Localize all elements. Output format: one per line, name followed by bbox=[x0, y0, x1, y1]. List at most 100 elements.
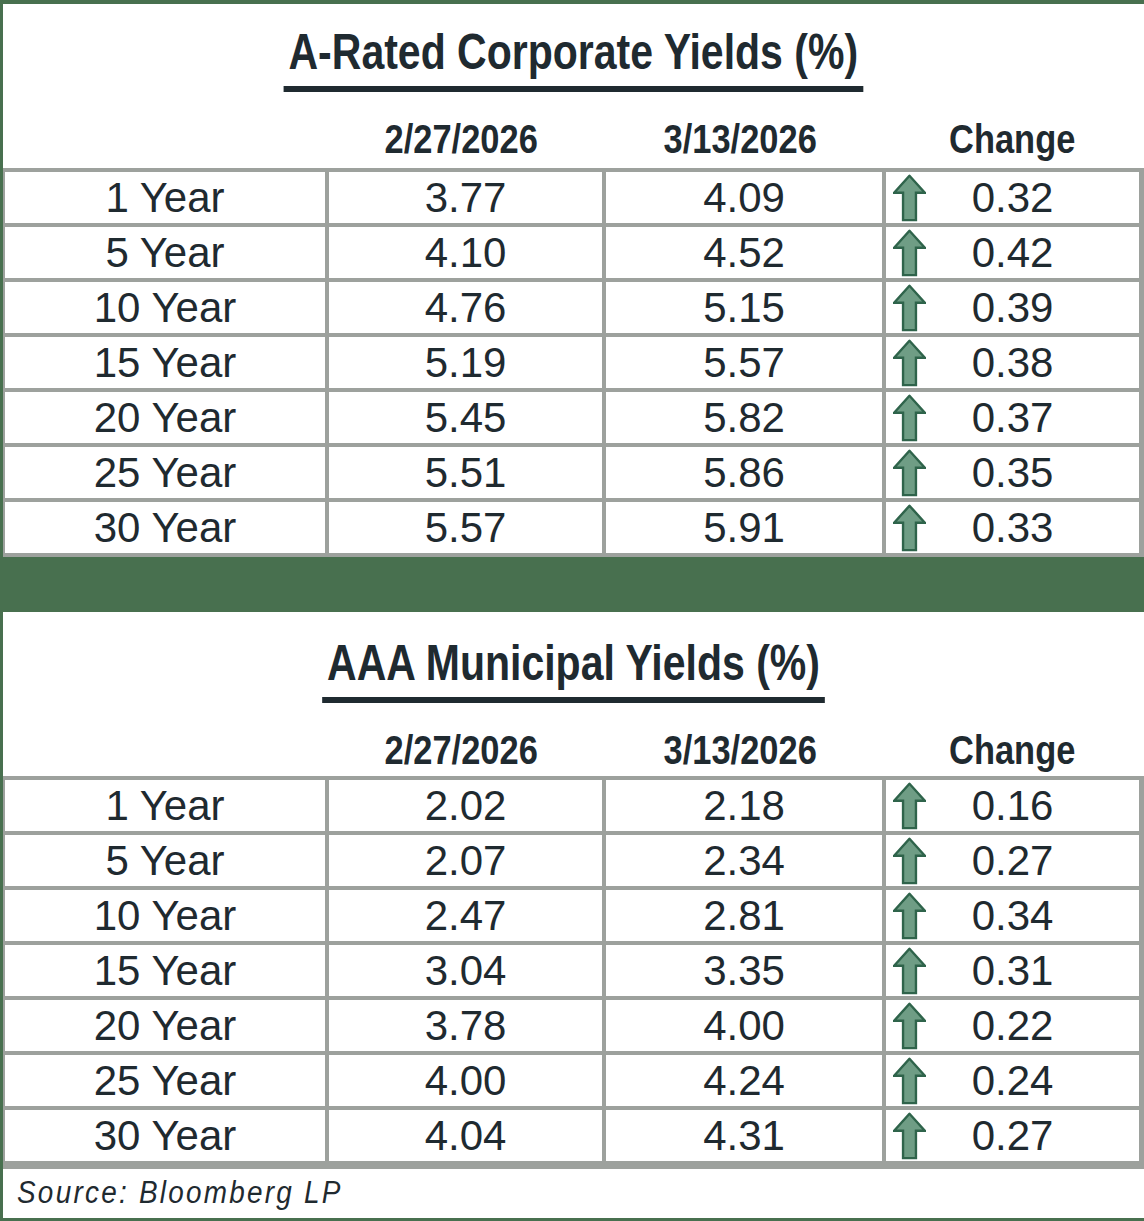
end-date-yield-value: 5.91 bbox=[602, 502, 882, 553]
end-date-yield-value: 5.15 bbox=[602, 282, 882, 333]
change-value: 0.31 bbox=[972, 947, 1054, 995]
table-title-block: AAA Municipal Yields (%) bbox=[3, 612, 1144, 724]
change-cell: 0.16 bbox=[882, 780, 1139, 831]
table-row: 30 Year 4.04 4.31 0.27 bbox=[5, 1110, 1139, 1165]
start-date-yield-value: 5.51 bbox=[325, 447, 602, 498]
end-date-yield-value: 3.35 bbox=[602, 945, 882, 996]
change-column-header: Change bbox=[880, 116, 1144, 163]
up-arrow-icon bbox=[893, 892, 926, 939]
change-cell: 0.32 bbox=[882, 172, 1139, 223]
column-header-row: 2/27/2026 3/13/2026 Change bbox=[3, 110, 1144, 168]
maturity-label: 5 Year bbox=[5, 835, 325, 886]
end-date-column-header: 3/13/2026 bbox=[600, 116, 880, 163]
maturity-label: 10 Year bbox=[5, 282, 325, 333]
start-date-column-header: 2/27/2026 bbox=[323, 727, 600, 774]
start-date-yield-value: 2.07 bbox=[325, 835, 602, 886]
start-date-column-header: 2/27/2026 bbox=[323, 116, 600, 163]
change-cell: 0.38 bbox=[882, 337, 1139, 388]
maturity-label: 30 Year bbox=[5, 1110, 325, 1161]
up-arrow-icon bbox=[893, 174, 926, 221]
maturity-label: 15 Year bbox=[5, 945, 325, 996]
table-row: 5 Year 2.07 2.34 0.27 bbox=[5, 835, 1139, 890]
end-date-yield-value: 2.81 bbox=[602, 890, 882, 941]
table-title: AAA Municipal Yields (%) bbox=[322, 634, 825, 703]
change-value: 0.24 bbox=[972, 1057, 1054, 1105]
maturity-label: 10 Year bbox=[5, 890, 325, 941]
start-date-yield-value: 4.10 bbox=[325, 227, 602, 278]
table-row: 1 Year 2.02 2.18 0.16 bbox=[5, 780, 1139, 835]
source-note: Source: Bloomberg LP bbox=[17, 1175, 343, 1211]
up-arrow-icon bbox=[893, 394, 926, 441]
table-row: 15 Year 5.19 5.57 0.38 bbox=[5, 337, 1139, 392]
separator-bar bbox=[0, 557, 1144, 612]
change-value: 0.32 bbox=[972, 174, 1054, 222]
maturity-label: 1 Year bbox=[5, 172, 325, 223]
table-row: 5 Year 4.10 4.52 0.42 bbox=[5, 227, 1139, 282]
start-date-yield-value: 4.00 bbox=[325, 1055, 602, 1106]
end-date-yield-value: 2.34 bbox=[602, 835, 882, 886]
change-cell: 0.42 bbox=[882, 227, 1139, 278]
end-date-yield-value: 5.57 bbox=[602, 337, 882, 388]
up-arrow-icon bbox=[893, 229, 926, 276]
up-arrow-icon bbox=[893, 504, 926, 551]
column-header-row: 2/27/2026 3/13/2026 Change bbox=[3, 724, 1144, 776]
table-row: 10 Year 2.47 2.81 0.34 bbox=[5, 890, 1139, 945]
start-date-yield-value: 5.19 bbox=[325, 337, 602, 388]
table-body: 1 Year 2.02 2.18 0.16 5 Year 2.07 2.34 0… bbox=[3, 776, 1144, 1165]
end-date-yield-value: 4.00 bbox=[602, 1000, 882, 1051]
table-row: 20 Year 5.45 5.82 0.37 bbox=[5, 392, 1139, 447]
change-cell: 0.34 bbox=[882, 890, 1139, 941]
start-date-yield-value: 2.47 bbox=[325, 890, 602, 941]
table-row: 15 Year 3.04 3.35 0.31 bbox=[5, 945, 1139, 1000]
up-arrow-icon bbox=[893, 284, 926, 331]
up-arrow-icon bbox=[893, 1112, 926, 1159]
change-value: 0.42 bbox=[972, 229, 1054, 277]
up-arrow-icon bbox=[893, 1057, 926, 1104]
start-date-yield-value: 5.57 bbox=[325, 502, 602, 553]
change-value: 0.34 bbox=[972, 892, 1054, 940]
end-date-yield-value: 2.18 bbox=[602, 780, 882, 831]
start-date-yield-value: 4.76 bbox=[325, 282, 602, 333]
maturity-label: 30 Year bbox=[5, 502, 325, 553]
table-row: 25 Year 5.51 5.86 0.35 bbox=[5, 447, 1139, 502]
end-date-yield-value: 4.24 bbox=[602, 1055, 882, 1106]
up-arrow-icon bbox=[893, 837, 926, 884]
change-value: 0.27 bbox=[972, 837, 1054, 885]
up-arrow-icon bbox=[893, 1002, 926, 1049]
up-arrow-icon bbox=[893, 947, 926, 994]
change-cell: 0.27 bbox=[882, 835, 1139, 886]
start-date-yield-value: 3.04 bbox=[325, 945, 602, 996]
yields-report: A-Rated Corporate Yields (%) 2/27/2026 3… bbox=[0, 0, 1144, 1221]
table-row: 25 Year 4.00 4.24 0.24 bbox=[5, 1055, 1139, 1110]
table-row: 1 Year 3.77 4.09 0.32 bbox=[5, 172, 1139, 227]
change-cell: 0.31 bbox=[882, 945, 1139, 996]
change-value: 0.37 bbox=[972, 394, 1054, 442]
change-cell: 0.37 bbox=[882, 392, 1139, 443]
table-row: 20 Year 3.78 4.00 0.22 bbox=[5, 1000, 1139, 1055]
maturity-label: 20 Year bbox=[5, 1000, 325, 1051]
change-cell: 0.39 bbox=[882, 282, 1139, 333]
maturity-label: 25 Year bbox=[5, 1055, 325, 1106]
maturity-label: 20 Year bbox=[5, 392, 325, 443]
change-cell: 0.22 bbox=[882, 1000, 1139, 1051]
source-note-row: Source: Bloomberg LP bbox=[3, 1165, 1144, 1217]
end-date-yield-value: 4.09 bbox=[602, 172, 882, 223]
change-value: 0.22 bbox=[972, 1002, 1054, 1050]
change-value: 0.16 bbox=[972, 782, 1054, 830]
up-arrow-icon bbox=[893, 339, 926, 386]
start-date-yield-value: 3.77 bbox=[325, 172, 602, 223]
end-date-yield-value: 5.86 bbox=[602, 447, 882, 498]
end-date-yield-value: 4.52 bbox=[602, 227, 882, 278]
change-cell: 0.27 bbox=[882, 1110, 1139, 1161]
maturity-label: 15 Year bbox=[5, 337, 325, 388]
start-date-yield-value: 2.02 bbox=[325, 780, 602, 831]
start-date-yield-value: 4.04 bbox=[325, 1110, 602, 1161]
corporate-yields-table: A-Rated Corporate Yields (%) 2/27/2026 3… bbox=[3, 4, 1144, 557]
change-cell: 0.35 bbox=[882, 447, 1139, 498]
change-value: 0.27 bbox=[972, 1112, 1054, 1160]
end-date-yield-value: 5.82 bbox=[602, 392, 882, 443]
maturity-label: 5 Year bbox=[5, 227, 325, 278]
table-row: 10 Year 4.76 5.15 0.39 bbox=[5, 282, 1139, 337]
start-date-yield-value: 3.78 bbox=[325, 1000, 602, 1051]
up-arrow-icon bbox=[893, 782, 926, 829]
